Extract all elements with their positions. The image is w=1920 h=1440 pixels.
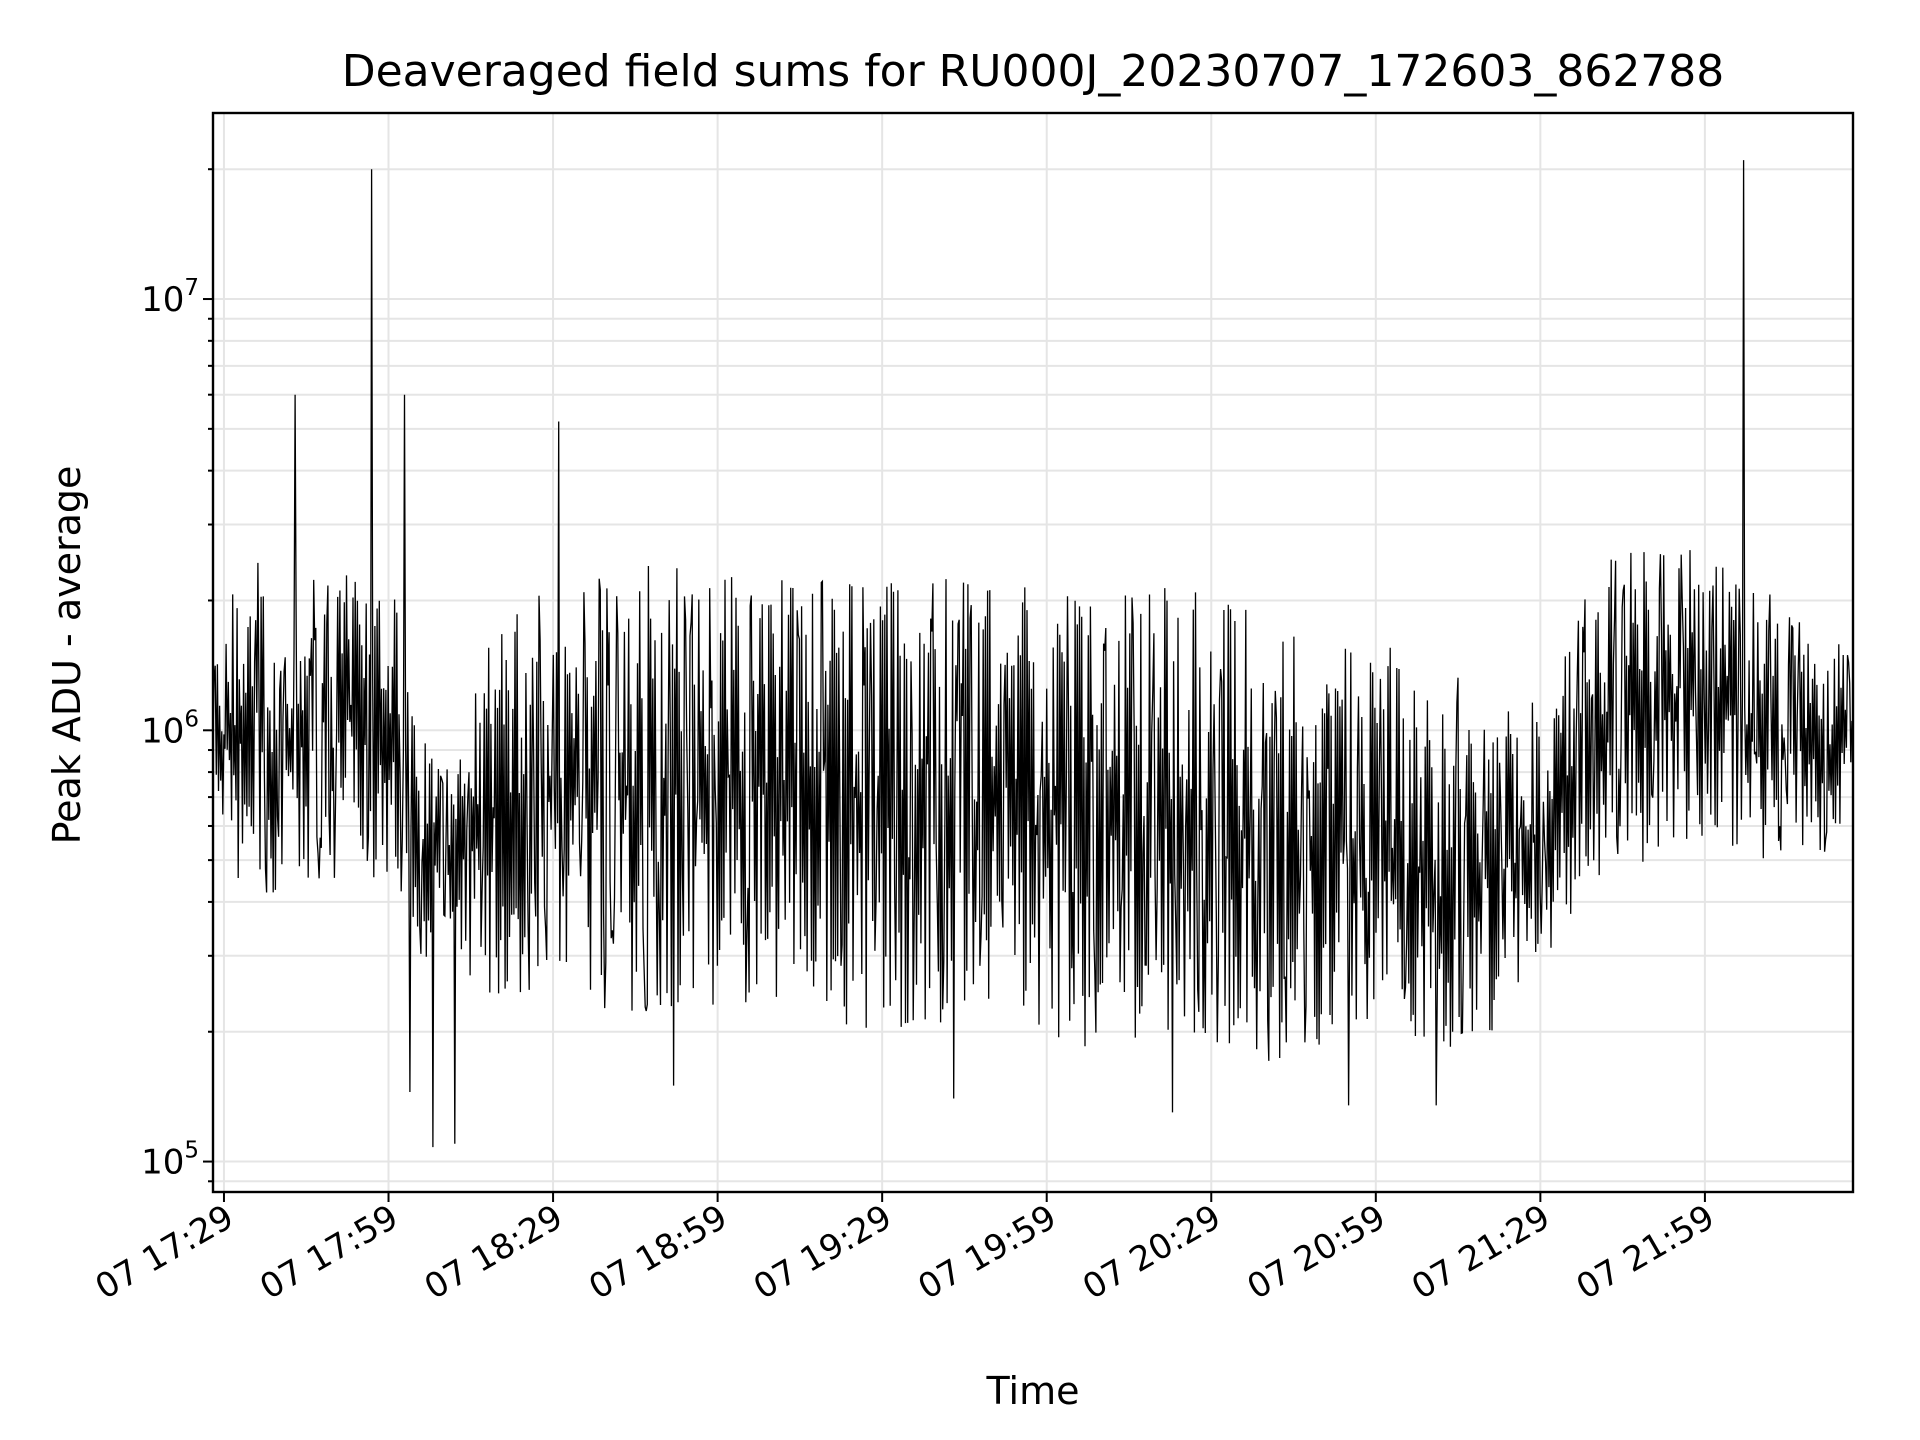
y-tick-label: 105 — [141, 1138, 199, 1183]
plot-frame — [211, 111, 1855, 1194]
chart-title: Deaveraged field sums for RU000J_2023070… — [342, 46, 1725, 97]
y-tick-exponent: 6 — [184, 706, 199, 732]
x-axis-label: Time — [986, 1369, 1080, 1413]
y-tick-base: 10 — [141, 711, 184, 751]
series-line — [212, 160, 1854, 1148]
y-tick-label: 107 — [141, 275, 199, 320]
y-tick-label: 106 — [141, 706, 199, 751]
series — [212, 160, 1854, 1148]
y-axis-label: Peak ADU - average — [45, 466, 89, 845]
y-tick-exponent: 7 — [184, 275, 199, 301]
y-tick-base: 10 — [141, 280, 184, 320]
y-tick-base: 10 — [141, 1143, 184, 1183]
y-tick-exponent: 5 — [184, 1138, 199, 1164]
